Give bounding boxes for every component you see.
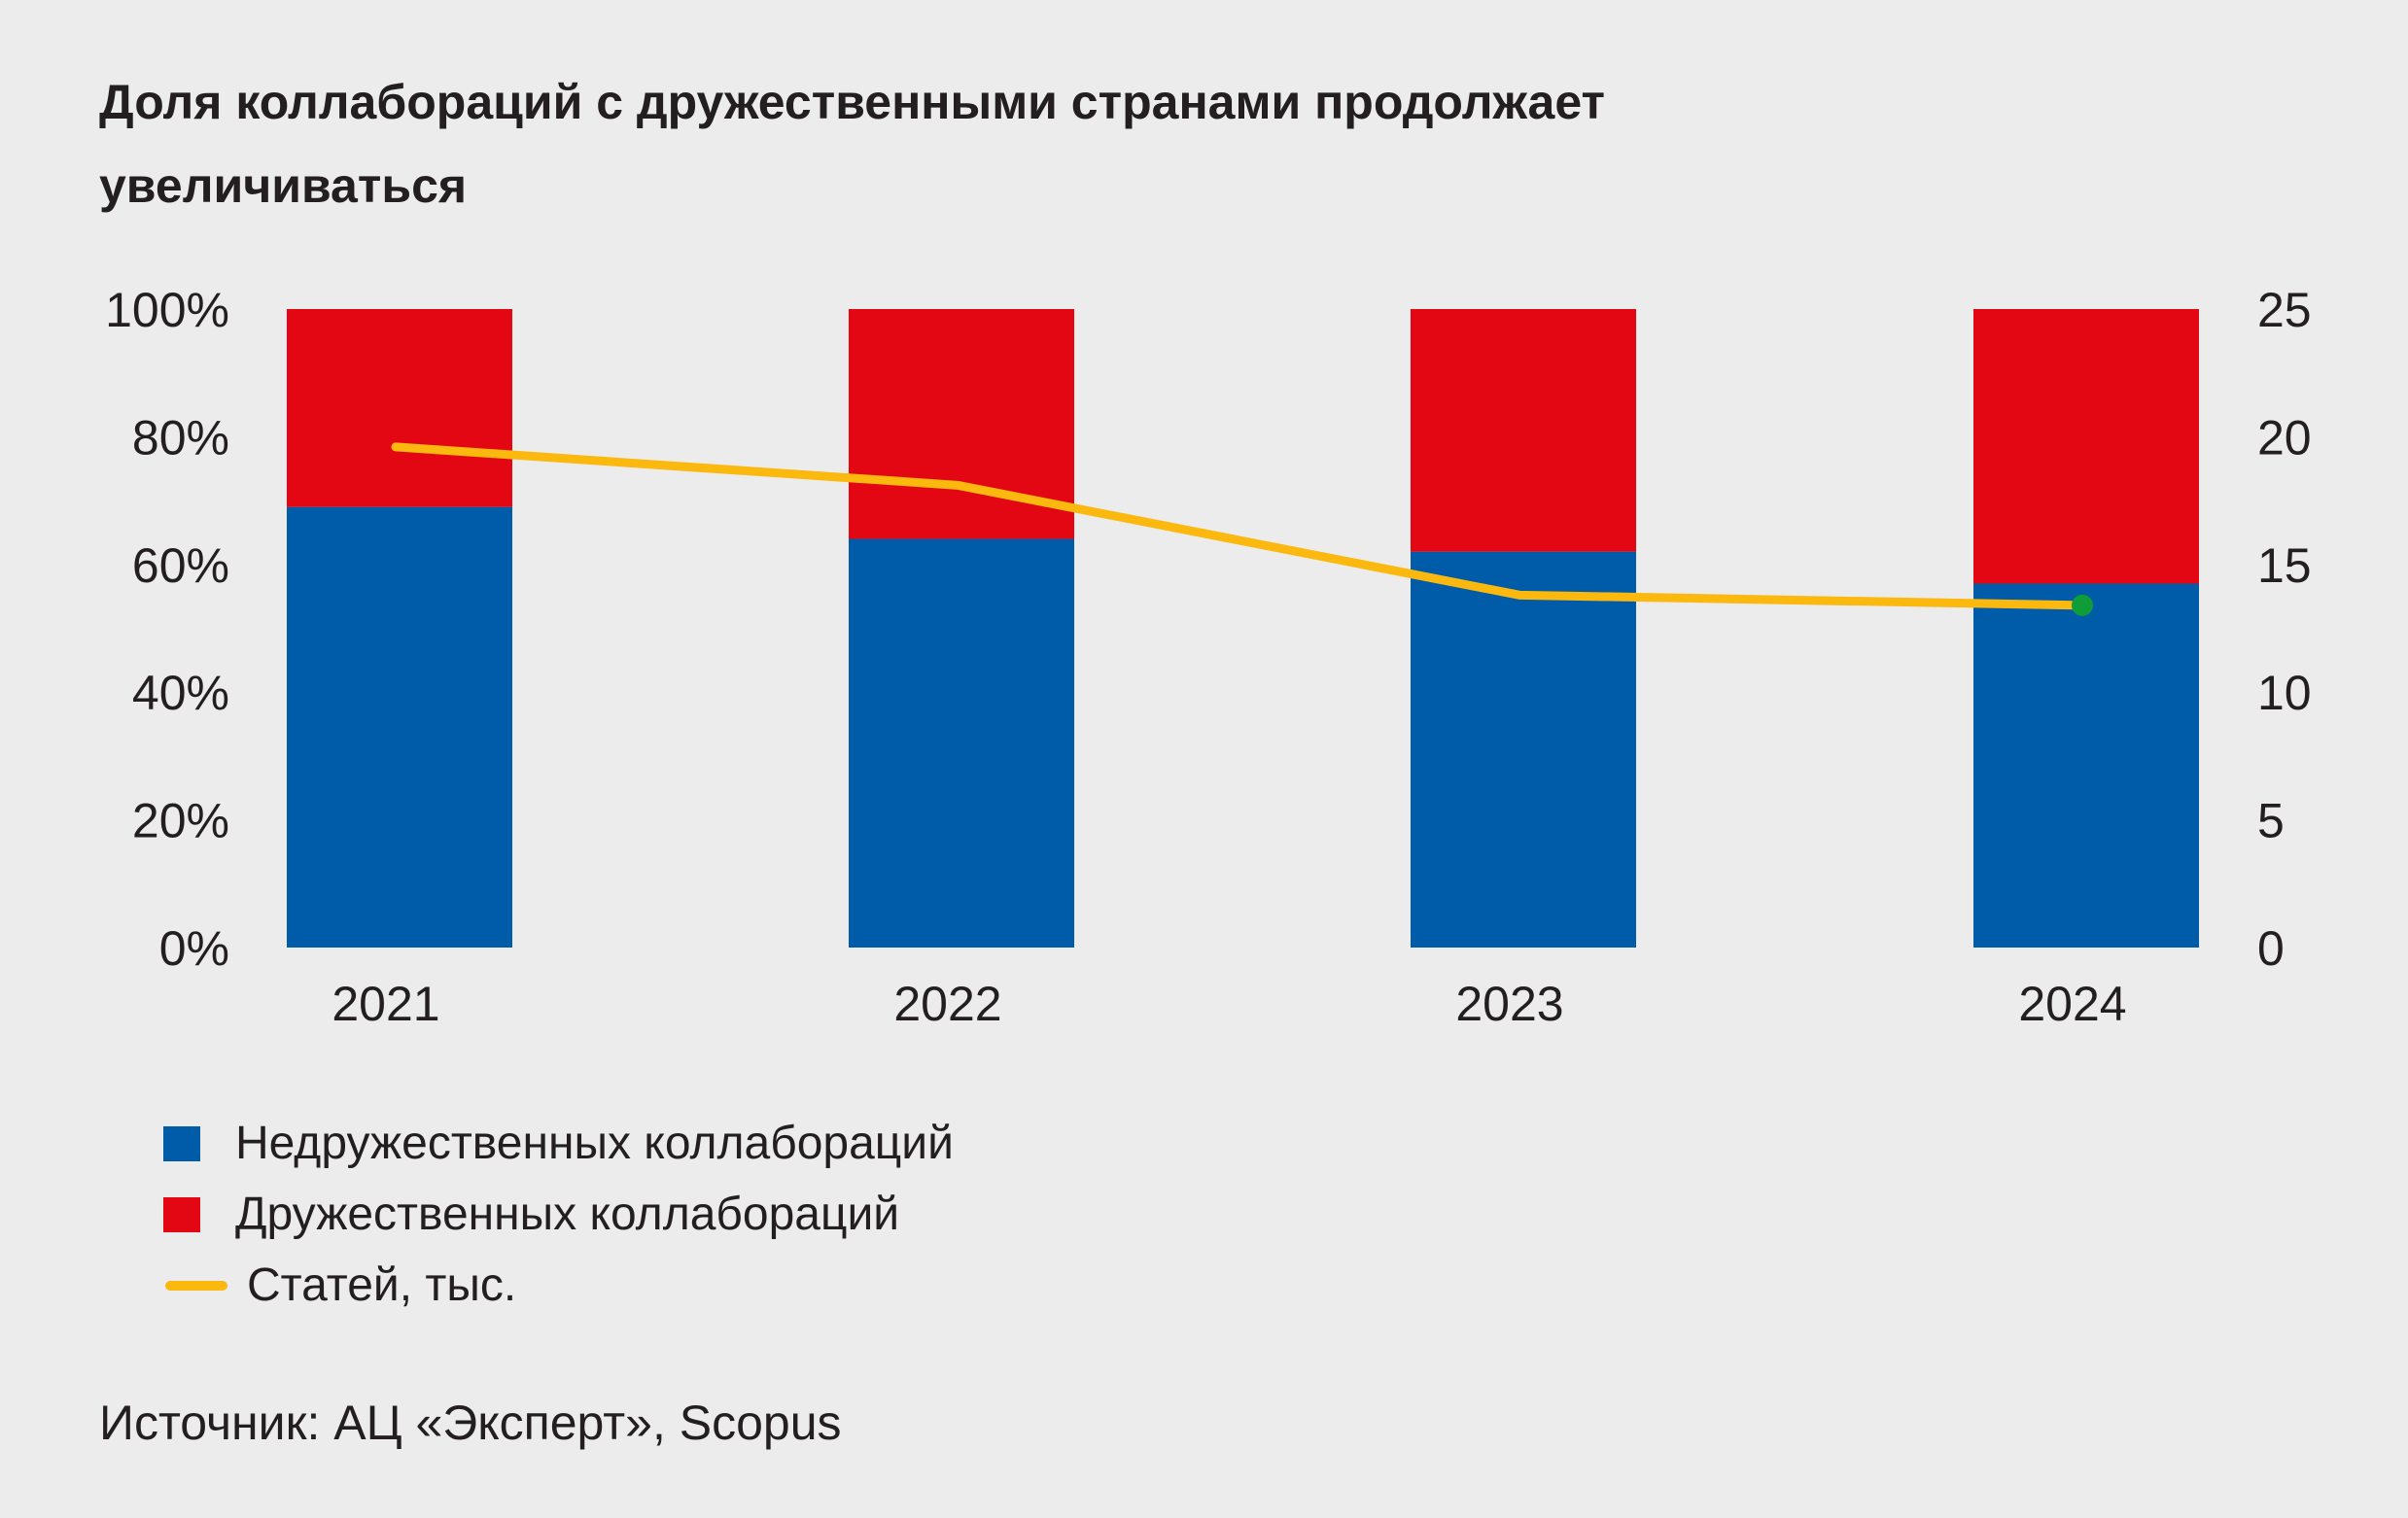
- left-tick-label: 60%: [132, 538, 229, 593]
- right-tick-label: 15: [2257, 538, 2312, 593]
- bar-friendly-2024: [1973, 309, 2199, 584]
- bar-unfriendly-2024: [1973, 583, 2199, 948]
- left-tick-label: 0%: [159, 921, 229, 976]
- right-axis: 0 5 10 15 20 25: [2257, 283, 2312, 976]
- legend-swatch-friendly: [163, 1196, 200, 1232]
- x-axis: 2021 2022 2023 2024: [332, 977, 2126, 1031]
- right-tick-label: 25: [2257, 283, 2312, 337]
- series-line-articles: [391, 442, 2087, 610]
- legend-item-articles: Статей, тыс.: [163, 1250, 954, 1321]
- legend-swatch-unfriendly: [163, 1125, 200, 1161]
- line-group: [391, 442, 2093, 616]
- legend-item-unfriendly: Недружественных коллабораций: [163, 1108, 954, 1179]
- x-tick-label: 2023: [1455, 977, 1563, 1031]
- bar-unfriendly-2023: [1411, 551, 1636, 948]
- legend-label-unfriendly: Недружественных коллабораций: [235, 1117, 954, 1169]
- legend-label-friendly: Дружественных коллабораций: [235, 1188, 900, 1240]
- left-tick-label: 20%: [132, 794, 229, 848]
- left-tick-label: 80%: [132, 410, 229, 465]
- left-tick-label: 100%: [105, 283, 229, 337]
- bar-friendly-2021: [287, 309, 512, 507]
- legend-swatch-articles: [165, 1280, 227, 1291]
- left-axis: 0% 20% 40% 60% 80% 100%: [105, 283, 229, 976]
- source-note: Источник: АЦ «Эксперт», Scopus: [99, 1396, 842, 1450]
- legend-item-friendly: Дружественных коллабораций: [163, 1179, 954, 1250]
- right-tick-label: 20: [2257, 410, 2312, 465]
- right-tick-label: 10: [2257, 666, 2312, 720]
- left-tick-label: 40%: [132, 666, 229, 720]
- bar-friendly-2023: [1411, 309, 1636, 552]
- legend: Недружественных коллабораций Дружественн…: [163, 1108, 954, 1321]
- x-tick-label: 2021: [332, 977, 439, 1031]
- chart-title: Доля коллабораций с дружественными стран…: [99, 75, 1605, 213]
- x-tick-label: 2022: [893, 977, 1001, 1031]
- bar-unfriendly-2022: [849, 538, 1074, 948]
- bars-group: [287, 309, 2199, 948]
- legend-label-articles: Статей, тыс.: [247, 1259, 517, 1311]
- right-tick-label: 5: [2257, 794, 2285, 848]
- right-tick-label: 0: [2257, 921, 2285, 976]
- bar-unfriendly-2021: [287, 506, 512, 948]
- x-tick-label: 2024: [2018, 977, 2126, 1031]
- line-point-2024: [2072, 594, 2093, 616]
